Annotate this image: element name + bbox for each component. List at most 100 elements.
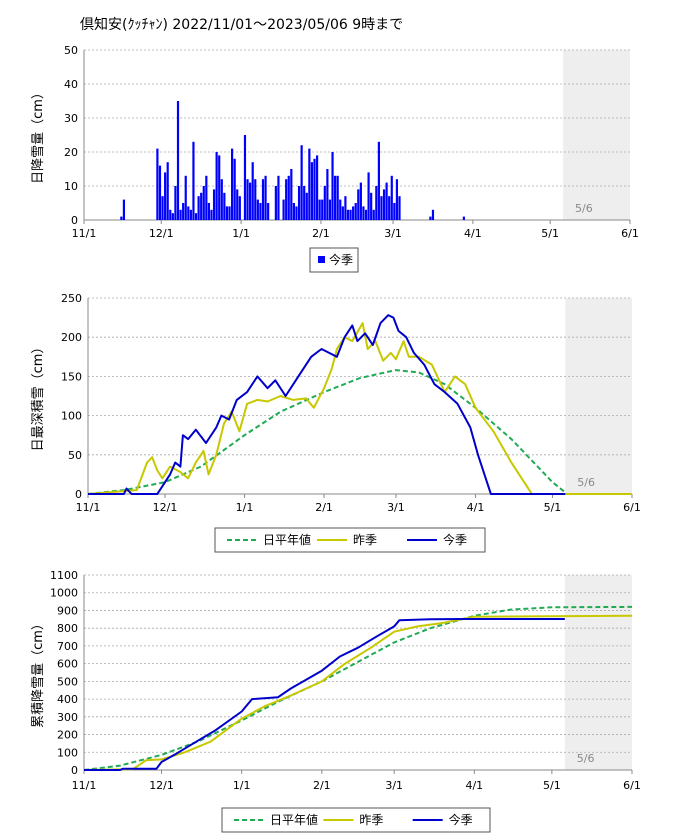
snowfall-bar bbox=[184, 175, 187, 220]
y-tick-label: 50 bbox=[64, 44, 78, 57]
snowfall-bar bbox=[169, 209, 172, 220]
y-tick-label: 700 bbox=[57, 640, 78, 653]
y-tick-label: 400 bbox=[57, 693, 78, 706]
current-date-label: 5/6 bbox=[577, 476, 595, 489]
snowfall-bar bbox=[207, 203, 211, 220]
y-tick-label: 100 bbox=[61, 410, 82, 423]
series-line-last-season bbox=[83, 614, 633, 771]
snowfall-bar bbox=[295, 206, 298, 220]
snowfall-bar bbox=[305, 192, 308, 220]
y-tick-label: 150 bbox=[61, 370, 82, 383]
snowfall-bar bbox=[285, 179, 288, 220]
x-tick-label: 4/1 bbox=[467, 501, 485, 514]
y-axis-label: 日最深積雪（cm） bbox=[31, 341, 46, 452]
snowfall-bar bbox=[380, 196, 383, 220]
snowfall-bar bbox=[171, 213, 174, 220]
snowfall-bar bbox=[388, 196, 391, 220]
snowfall-bar bbox=[462, 216, 465, 220]
snowfall-bar bbox=[398, 196, 401, 220]
y-tick-label: 200 bbox=[61, 331, 82, 344]
y-tick-label: 0 bbox=[71, 764, 78, 777]
x-tick-label: 12/1 bbox=[149, 227, 174, 240]
snowfall-bar bbox=[346, 209, 350, 220]
snowfall-bar bbox=[238, 196, 241, 220]
snowfall-bar bbox=[372, 209, 375, 220]
x-tick-label: 3/1 bbox=[385, 779, 403, 792]
x-tick-label: 2/1 bbox=[313, 779, 331, 792]
snowfall-bar bbox=[259, 203, 262, 220]
snowfall-bar bbox=[395, 179, 399, 220]
x-tick-label: 4/1 bbox=[464, 227, 482, 240]
x-tick-label: 11/1 bbox=[72, 227, 97, 240]
snowfall-bar bbox=[334, 175, 337, 220]
y-tick-label: 300 bbox=[57, 711, 78, 724]
snowfall-bar bbox=[287, 175, 290, 220]
x-tick-label: 5/1 bbox=[541, 227, 559, 240]
snowfall-bar bbox=[176, 101, 180, 220]
future-region bbox=[564, 575, 632, 770]
x-tick-label: 1/1 bbox=[233, 779, 251, 792]
snowfall-bar bbox=[282, 199, 285, 220]
snowfall-bar bbox=[164, 172, 167, 220]
x-tick-label: 5/1 bbox=[543, 779, 561, 792]
snowfall-bar bbox=[382, 189, 386, 220]
x-tick-label: 2/1 bbox=[312, 227, 330, 240]
snowfall-bar bbox=[267, 203, 270, 220]
series-line-last-season bbox=[87, 322, 632, 495]
legend: 日平年値 昨季 今季 bbox=[214, 527, 486, 553]
x-tick-label: 11/1 bbox=[72, 779, 97, 792]
snowfall-bar bbox=[261, 179, 265, 220]
snowfall-bar bbox=[197, 196, 200, 220]
snowfall-bar bbox=[315, 155, 319, 220]
snowfall-bar bbox=[292, 203, 295, 220]
series-line-this-season bbox=[88, 314, 566, 495]
y-tick-label: 1000 bbox=[50, 587, 78, 600]
snowfall-bar bbox=[202, 186, 205, 220]
legend: 今季 bbox=[309, 247, 359, 273]
x-tick-label: 2/1 bbox=[315, 501, 333, 514]
daily-snowfall-chart: 0 10 20 30 40 50 11/1 12/1 1/1 2/1 3/1 4/1 5/1 6/1 5/6… bbox=[31, 44, 639, 273]
y-tick-label: 50 bbox=[68, 449, 82, 462]
snowfall-bar bbox=[313, 158, 316, 220]
snowfall-bar bbox=[344, 196, 347, 220]
snowfall-bar bbox=[215, 152, 218, 220]
snowfall-bar bbox=[352, 206, 355, 220]
snowfall-bar bbox=[300, 145, 303, 220]
legend-label: 今季 bbox=[443, 532, 467, 547]
snowfall-bar bbox=[249, 182, 252, 220]
y-tick-label: 40 bbox=[64, 78, 78, 91]
y-tick-label: 100 bbox=[57, 746, 78, 759]
legend-label: 今季 bbox=[449, 812, 473, 827]
x-tick-label: 11/1 bbox=[76, 501, 101, 514]
y-tick-label: 200 bbox=[57, 729, 78, 742]
snowfall-bar bbox=[429, 216, 432, 220]
x-tick-label: 3/1 bbox=[384, 227, 402, 240]
snowfall-bar bbox=[431, 209, 435, 220]
snowfall-bar bbox=[328, 199, 332, 220]
snowfall-bar bbox=[200, 192, 203, 220]
cumulative-snowfall-chart: 0 100 200 300 400 500 600 700 800 900 1000 1100 11/1… bbox=[31, 569, 641, 833]
snowfall-bar bbox=[228, 206, 231, 220]
snowfall-bar bbox=[308, 148, 311, 220]
snowfall-bar bbox=[210, 209, 213, 220]
x-tick-label: 1/1 bbox=[232, 227, 250, 240]
chart-title: 倶知安(ｸｯﾁｬﾝ) 2022/11/01～2023/05/06 9時まで bbox=[80, 17, 404, 33]
snowfall-bar bbox=[290, 169, 293, 220]
y-tick-label: 250 bbox=[61, 292, 82, 305]
snowfall-bar bbox=[122, 199, 126, 220]
snowfall-bar bbox=[318, 199, 321, 220]
legend-label: 昨季 bbox=[359, 813, 383, 827]
future-region bbox=[565, 298, 632, 494]
snowfall-bar bbox=[212, 189, 216, 220]
x-tick-label: 6/1 bbox=[623, 501, 641, 514]
x-tick-label: 6/1 bbox=[621, 227, 639, 240]
y-axis-label: 日降雪量（cm） bbox=[31, 86, 46, 184]
snowfall-bar bbox=[321, 199, 324, 220]
snowfall-bar bbox=[323, 186, 326, 220]
snowfall-bar bbox=[256, 199, 259, 220]
plot-area bbox=[84, 575, 632, 770]
snowfall-bar bbox=[233, 158, 236, 220]
snowfall-bar bbox=[156, 148, 159, 220]
snowfall-bar bbox=[354, 203, 357, 220]
snowfall-bar bbox=[390, 175, 393, 220]
